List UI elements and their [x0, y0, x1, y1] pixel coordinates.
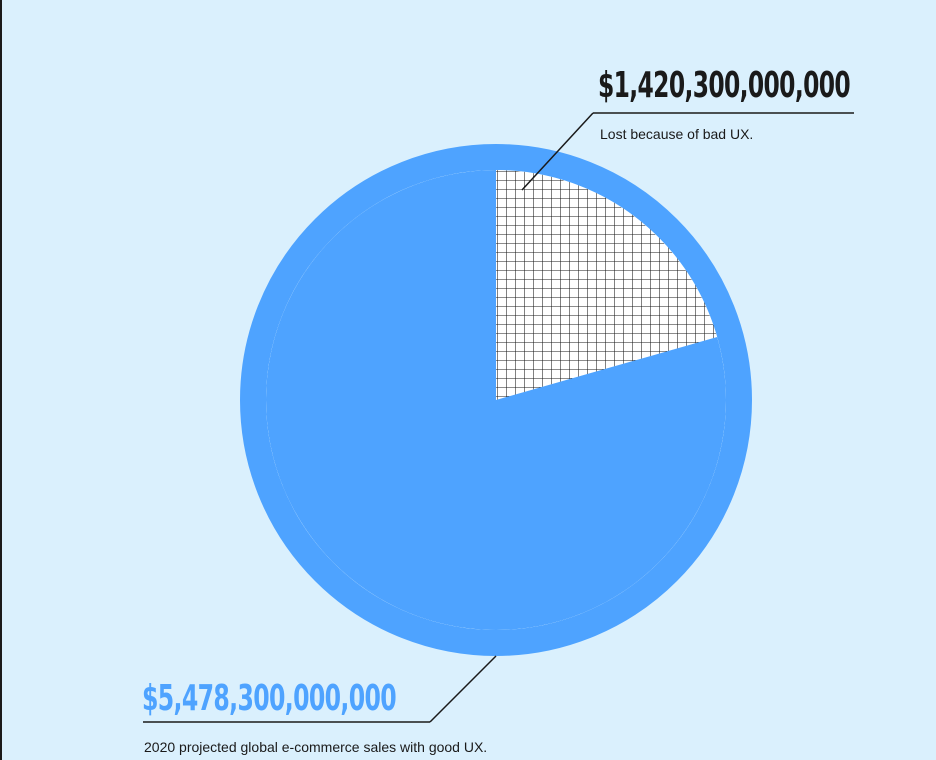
lost-leader-line	[521, 112, 594, 191]
sales-value-label: $5,478,300,000,000	[142, 678, 396, 719]
pie-slice-lost	[496, 170, 718, 400]
pie-slice-sales	[266, 170, 726, 630]
sales-caption: 2020 projected global e-commerce sales w…	[144, 739, 487, 755]
lost-value-label: $1,420,300,000,000	[598, 65, 850, 106]
lost-caption: Lost because of bad UX.	[600, 126, 753, 142]
sales-leader-line	[429, 655, 497, 723]
outer-ring	[240, 144, 752, 656]
